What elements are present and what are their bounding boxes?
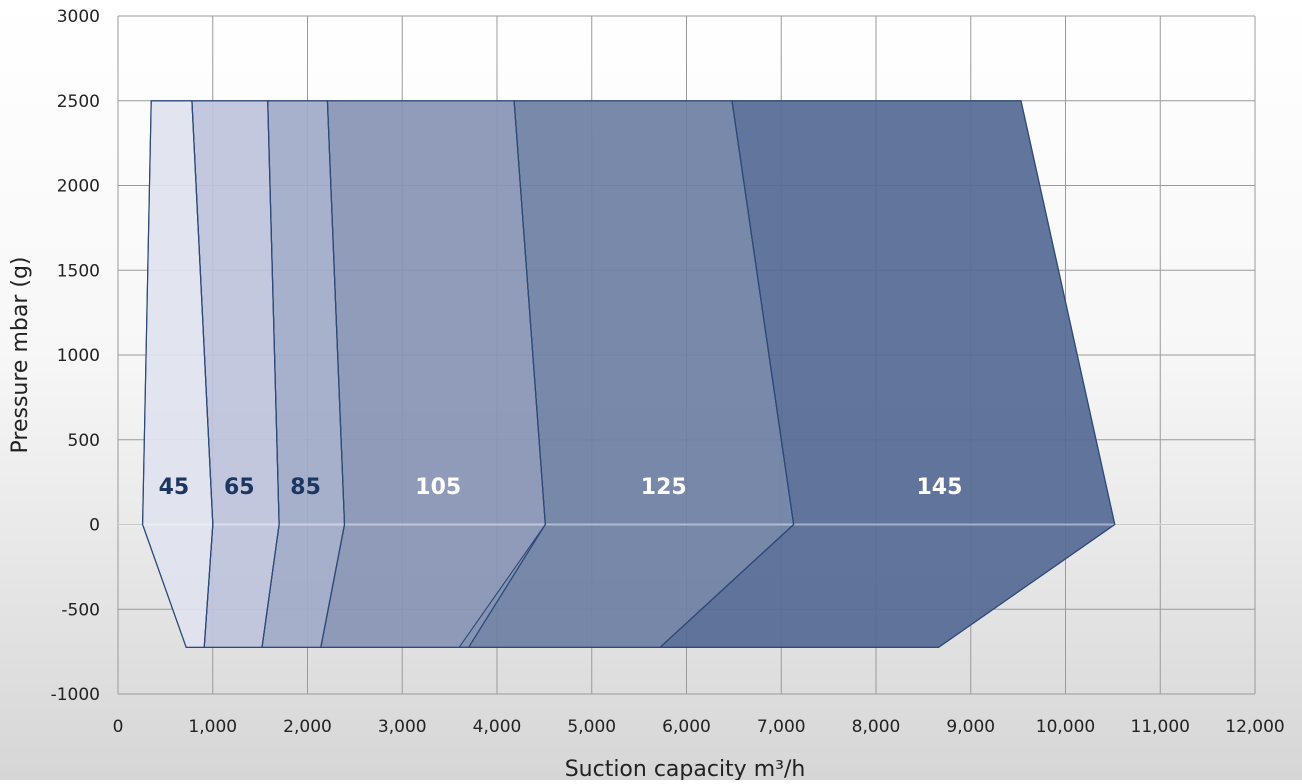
y-axis-title: Pressure mbar (g): [8, 257, 33, 454]
x-tick-label: 12,000: [1225, 717, 1284, 737]
x-tick-label: 7,000: [757, 717, 806, 737]
x-tick-label: 3,000: [378, 717, 427, 737]
x-tick-label: 5,000: [567, 717, 616, 737]
y-tick-label: -500: [61, 600, 100, 620]
x-tick-label: 4,000: [473, 717, 522, 737]
region-layer: [141, 100, 1116, 649]
tick-label-layer: 0 1,000 2,000 3,000 4,000 5,000 6,000 7,000 8,00…: [51, 7, 1285, 737]
region-105: [320, 100, 546, 649]
y-tick-label: 1500: [57, 261, 100, 281]
y-tick-label: 1000: [57, 346, 100, 366]
zero-line-layer: [118, 100, 1255, 648]
x-tick-label: 8,000: [852, 717, 901, 737]
region-label-85: 85: [290, 475, 321, 500]
x-tick-label: 11,000: [1131, 717, 1190, 737]
y-tick-label: 2000: [57, 177, 100, 197]
y-tick-label: 3000: [57, 7, 100, 27]
region-label-125: 125: [641, 475, 687, 500]
x-tick-label: 10,000: [1036, 717, 1095, 737]
x-tick-label: 9,000: [946, 717, 995, 737]
y-tick-label: 500: [68, 431, 100, 451]
x-tick-label: 6,000: [662, 717, 711, 737]
y-tick-label: -1000: [51, 685, 100, 705]
x-axis-title: Suction capacity m³/h: [565, 757, 806, 780]
y-tick-label: 2500: [57, 92, 100, 112]
region-label-65: 65: [224, 475, 255, 500]
x-tick-label: 0: [113, 717, 124, 737]
region-label-layer: 145 125 105 85 65 45: [159, 475, 963, 500]
region-outline-45: [142, 100, 214, 648]
y-tick-label: 0: [89, 516, 100, 536]
region-label-145: 145: [917, 475, 963, 500]
x-tick-label: 1,000: [188, 717, 237, 737]
x-tick-label: 2,000: [283, 717, 332, 737]
region-label-105: 105: [415, 475, 461, 500]
region-label-45: 45: [159, 475, 190, 500]
